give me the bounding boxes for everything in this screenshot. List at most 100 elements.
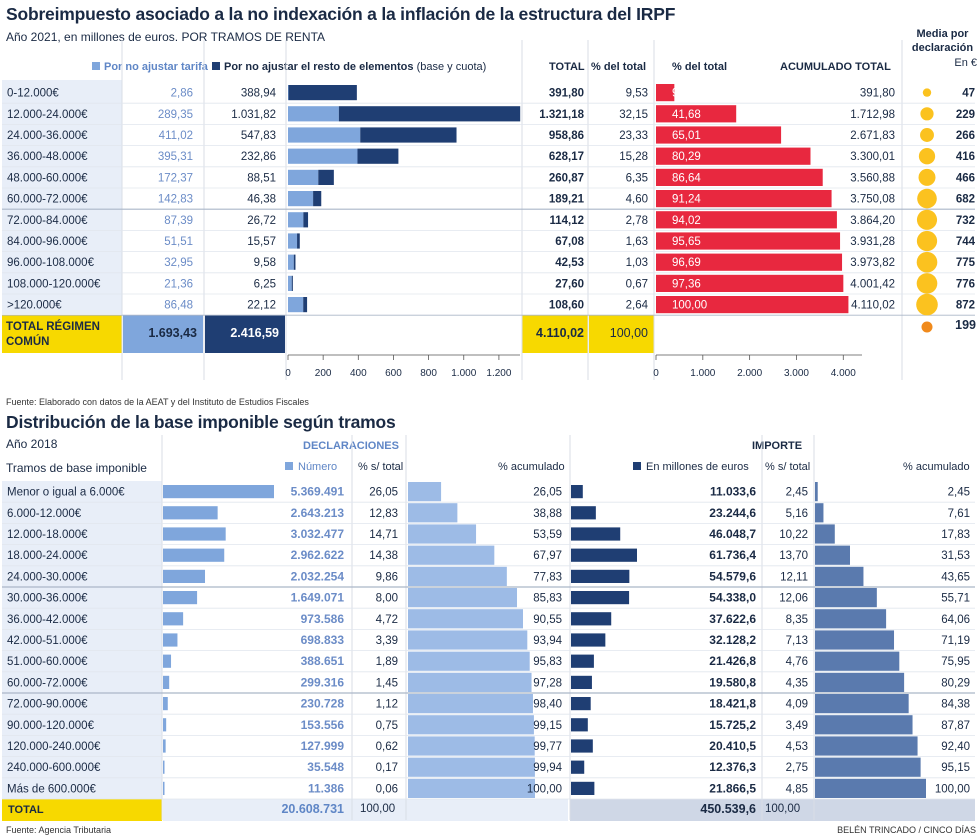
decl-pct-value: 4,72 [376, 614, 398, 626]
bottom-row-label: 240.000-600.000€ [7, 762, 101, 774]
top-acum-value: 3.931,28 [850, 236, 895, 248]
col-pct-header: % del total [591, 61, 647, 73]
decl-acum-value: 100,00 [527, 783, 562, 795]
imp-acum-value: 75,95 [941, 656, 970, 668]
top-bar-tarifa [288, 254, 294, 270]
top-bar-resto [338, 106, 521, 122]
imp-bar [571, 654, 594, 668]
top-row-label: 24.000-36.000€ [7, 130, 88, 142]
decl-bar [163, 591, 198, 605]
top-bar-acumulado [656, 232, 841, 250]
x-tick-label: 600 [385, 368, 402, 379]
decl-value: 299.316 [301, 675, 345, 689]
top-title: Sobreimpuesto asociado a la no indexació… [6, 4, 676, 24]
x-tick-label: 400 [350, 368, 367, 379]
decl-pct-value: 1,45 [376, 677, 398, 689]
rows-label: Tramos de base imponible [6, 461, 147, 475]
top-resto-value: 6,25 [254, 278, 276, 290]
top-tarifa-value: 2,86 [171, 88, 193, 100]
imp-pct-value: 2,75 [786, 762, 808, 774]
bottom-total-imp: 450.539,6 [700, 802, 756, 816]
x-tick-label: 200 [315, 368, 332, 379]
bottom-label-bg [2, 481, 162, 799]
imp-bar [571, 675, 592, 689]
imp-pct-value: 4,35 [786, 677, 808, 689]
imp-pct-value: 4,53 [786, 741, 808, 753]
decl-acum-value: 53,59 [533, 529, 562, 541]
media-value: 266 [956, 130, 975, 142]
top-bar-resto [313, 191, 322, 207]
bottom-total-decl-cell [163, 799, 568, 821]
top-bar-acumulado [656, 105, 737, 123]
top-resto-value: 388,94 [241, 88, 277, 100]
numero-header: Número [285, 461, 337, 473]
media-circle [917, 188, 937, 209]
pct-acum2-header: % acumulado [903, 461, 970, 473]
imp-bar [571, 739, 593, 753]
top-total-value: 67,08 [555, 236, 584, 248]
top-tarifa-value: 87,39 [164, 215, 193, 227]
top-row-label: 84.000-96.000€ [7, 236, 88, 248]
media-circle [920, 107, 934, 121]
imp-value: 15.725,2 [709, 718, 756, 732]
imp-bar [571, 527, 621, 541]
top-row-label: 0-12.000€ [7, 88, 59, 100]
decl-acum-bar [408, 524, 477, 544]
imp-bar [571, 506, 596, 520]
top-pct2-value: 91,24 [672, 194, 701, 206]
top-bar-tarifa [288, 233, 298, 249]
top-pct2-value: 9,53 [672, 88, 694, 100]
top-total-value: 114,12 [549, 215, 584, 227]
bottom-total-label-cell: TOTAL [2, 799, 162, 821]
top-pct-value: 2,78 [626, 215, 648, 227]
imp-value: 21.866,5 [709, 781, 756, 795]
top-pct2-value: 97,36 [672, 278, 701, 290]
top-row-label: 108.000-120.000€ [7, 278, 101, 290]
media-circle [918, 148, 936, 165]
decl-acum-bar [408, 736, 535, 756]
decl-bar [163, 569, 206, 583]
imp-value: 46.048,7 [709, 527, 756, 541]
x-tick-label: 1.000 [451, 368, 476, 379]
top-total-value: 958,86 [549, 130, 584, 142]
bottom-row-label: 36.000-42.000€ [7, 614, 88, 626]
x-tick-label: 0 [653, 368, 659, 379]
imp-value: 11.033,6 [710, 485, 756, 499]
media-value: 775 [956, 257, 976, 269]
top-pct2-value: 41,68 [672, 109, 701, 121]
bottom-row-label: 12.000-18.000€ [7, 529, 88, 541]
top-resto-value: 232,86 [241, 151, 276, 163]
imp-bar [571, 548, 637, 562]
top-bar-tarifa [288, 275, 292, 291]
top-resto-value: 1.031,82 [231, 109, 276, 121]
decl-pct-value: 1,89 [376, 656, 398, 668]
top-row-label: 36.000-48.000€ [7, 151, 88, 163]
imp-acum-value: 71,19 [941, 635, 970, 647]
imp-acum-bar [815, 778, 926, 798]
bottom-total-imp-pct: 100,00 [765, 803, 801, 815]
top-acum-value: 3.864,20 [850, 215, 895, 227]
decl-pct-value: 0,62 [376, 741, 398, 753]
decl-pct-value: 14,38 [369, 550, 398, 562]
imp-acum-bar [815, 736, 918, 756]
top-resto-value: 547,83 [241, 130, 276, 142]
top-bar-resto [360, 127, 457, 143]
top-bar-resto [318, 169, 334, 185]
top-acum-value: 4.110,02 [851, 300, 895, 312]
decl-acum-value: 95,83 [533, 656, 562, 668]
bottom-row-label: 24.000-30.000€ [7, 571, 88, 583]
top-bar-tarifa [288, 85, 289, 101]
top-row-label: 60.000-72.000€ [7, 194, 88, 206]
media-value: 466 [956, 172, 975, 184]
imp-pct-value: 3,49 [786, 720, 808, 732]
decl-acum-bar [408, 715, 534, 735]
media-title-2: declaración [911, 42, 974, 54]
decl-acum-value: 77,83 [533, 571, 562, 583]
top-bar-tarifa [288, 297, 304, 313]
top-acum-value: 1.712,98 [850, 109, 895, 121]
decl-value: 2.032.254 [291, 569, 345, 583]
total-tarifa-cell: 1.693,43 [123, 315, 203, 353]
media-value: 872 [956, 300, 975, 312]
decl-value: 153.556 [301, 718, 345, 732]
x-tick-label: 0 [285, 368, 291, 379]
